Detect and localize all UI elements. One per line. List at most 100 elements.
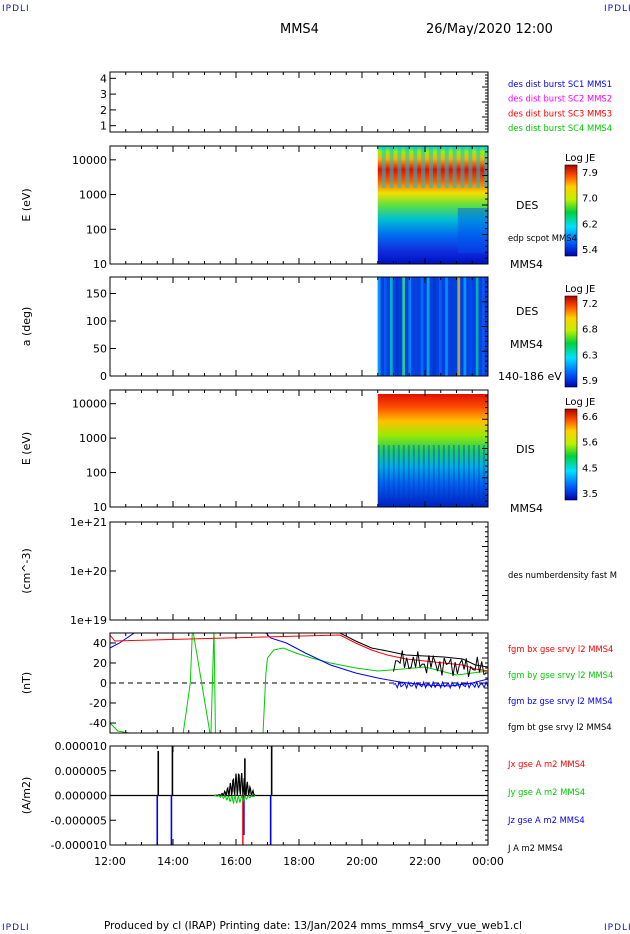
dis-energy-spectrogram-streak: [382, 445, 385, 507]
current-ytick-label: 0.000010: [55, 740, 108, 753]
plot-stack: 1 2 3 4 des dist burst SC1 MMS1 des dist burs…: [20, 71, 617, 868]
dis-energy-spectrogram-streak: [462, 445, 465, 507]
des-energy-colorbar-title: Log JE: [565, 153, 595, 164]
corner-label-top-left: IPDLI: [2, 4, 30, 14]
des-pitch-spectrogram-streak: [402, 277, 406, 376]
dis-energy-spectrogram-streak: [437, 445, 440, 507]
des-energy-colorbar-tick: 5.4: [582, 245, 598, 256]
availability-ytick-label: 1: [100, 120, 107, 133]
fgm-legend-entry: fgm bx gse srvy l2 MMS4: [508, 644, 613, 654]
des-pitch-ylabel: a (deg): [20, 307, 33, 347]
des-pitch-spectrogram-streak: [469, 277, 473, 376]
density-legend-entry: des numberdensity fast M: [508, 570, 617, 580]
current-activity-j: [213, 772, 256, 798]
fgm-ylabel: (nT): [20, 672, 33, 694]
des-energy-spectrogram-streak: [381, 146, 386, 188]
des-energy-spectrogram-streak: [413, 146, 418, 188]
des-pitch-spectrogram-streak: [390, 277, 393, 376]
des-pitch-spectrogram-streak: [439, 277, 442, 376]
current-ytick-label: -0.000005: [51, 814, 107, 827]
density-ylabel: (cm^-3): [20, 548, 33, 594]
dis-energy-spectrogram: [377, 394, 488, 507]
current-ytick-label: 0.000000: [55, 790, 108, 803]
des-energy-spectrogram-streak: [444, 146, 449, 188]
current-ytick-label: -0.000010: [51, 839, 107, 852]
x-axis-tick-label: 18:00: [283, 855, 315, 868]
des-energy-spectrogram-streak: [405, 146, 410, 188]
des-pitch-colorbar-tick: 5.9: [582, 376, 598, 387]
dis-energy-spectrogram-streak: [407, 445, 410, 507]
dis-energy-ytick-label: 1000: [79, 432, 107, 445]
des-energy-label-scpot: edp scpot MMS4: [508, 233, 577, 243]
dis-energy-spectrogram-streak: [447, 445, 450, 507]
fgm-ytick-label: -40: [89, 717, 107, 730]
des-energy-spectrogram-streak: [484, 146, 489, 188]
density-ytick-label: 1e+20: [70, 565, 107, 578]
des-pitch-spectrogram-streak: [432, 277, 436, 376]
dis-energy-ytick-label: 10000: [72, 398, 107, 411]
fgm-legend-entry: fgm by gse srvy l2 MMS4: [508, 670, 613, 680]
availability-legend-entry: des dist burst SC4 MMS4: [508, 123, 612, 133]
dis-energy-label-sc: MMS4: [510, 502, 543, 515]
des-energy-spectrogram-streak: [436, 146, 441, 188]
des-energy-ytick-label: 10000: [72, 154, 107, 167]
des-energy-spectrogram-streak: [421, 146, 426, 188]
des-energy-spectrogram-streak: [397, 146, 402, 188]
corner-label-top-right: IPDLI: [604, 4, 630, 14]
availability-ytick-label: 4: [100, 72, 107, 85]
des-pitch-ytick-label: 100: [86, 315, 107, 328]
current-legend-entry: Jx gse A m2 MMS4: [507, 759, 585, 769]
corner-label-bottom-right: IPDLI: [604, 923, 630, 933]
dis-energy-spectrogram-streak: [457, 445, 460, 507]
dis-energy-colorbar-tick: 5.6: [582, 438, 598, 449]
header-spacecraft: MMS4: [280, 22, 319, 37]
dis-energy-colorbar-tick: 3.5: [582, 489, 598, 500]
des-energy-colorbar: [564, 164, 578, 257]
des-energy-spectrogram-streak: [476, 146, 481, 188]
des-energy-spectrogram-streak: [468, 146, 473, 188]
des-energy-colorbar-tick: 7.9: [582, 168, 598, 179]
des-pitch-spectrogram-streak: [377, 277, 381, 376]
density-ytick-label: 1e+21: [70, 516, 107, 529]
des-pitch-spectrogram-streak: [451, 277, 455, 376]
dis-energy-colorbar-title: Log JE: [565, 397, 595, 408]
des-pitch-spectrogram-streak: [445, 277, 448, 376]
density-ytick-label: 1e+19: [70, 614, 107, 627]
des-pitch-spectrogram-streak: [414, 277, 418, 376]
fgm-bz-fluctuation: [393, 680, 488, 690]
des-pitch-ytick-label: 150: [86, 288, 107, 301]
dis-energy-spectrogram-streak: [397, 445, 400, 507]
current-ytick-label: 0.000005: [55, 765, 108, 778]
x-axis-tick-label: 14:00: [157, 855, 189, 868]
des-pitch-colorbar-tick: 6.8: [582, 325, 598, 336]
des-pitch-ytick-label: 0: [100, 370, 107, 383]
dis-energy-spectrogram-streak: [392, 445, 395, 507]
des-energy-ytick-label: 1000: [79, 189, 107, 202]
x-axis-tick-label: 12:00: [94, 855, 126, 868]
availability-ytick-label: 2: [100, 104, 107, 117]
dis-energy-ytick-label: 10: [93, 501, 107, 514]
dis-energy-spectrogram-streak: [417, 445, 420, 507]
des-pitch-spectrogram-streak: [396, 277, 399, 376]
current-legend-entry: J A m2 MMS4: [507, 843, 563, 853]
fgm-ytick-label: 20: [93, 657, 107, 670]
des-pitch-spectrogram-streak: [475, 277, 479, 376]
des-energy-label-sc: MMS4: [510, 258, 543, 271]
dis-energy-spectrogram-streak: [442, 445, 445, 507]
current-ylabel: (A/m2): [20, 777, 33, 815]
des-energy-colorbar-tick: 6.2: [582, 219, 598, 230]
availability-legend-entry: des dist burst SC3 MMS3: [508, 108, 612, 118]
dis-energy-spectrogram-streak: [377, 445, 380, 507]
des-pitch-colorbar-tick: 7.2: [582, 299, 598, 310]
dis-energy-colorbar-tick: 4.5: [582, 463, 598, 474]
dis-energy-spectrogram-streak: [452, 445, 455, 507]
dis-energy-label-instrument: DIS: [516, 443, 535, 456]
des-energy-spectrogram-streak: [457, 208, 488, 253]
current-legend-entry: Jz gse A m2 MMS4: [507, 815, 585, 825]
dis-energy-spectrogram-streak: [467, 445, 470, 507]
availability-frame: [109, 71, 489, 133]
x-axis-tick-label: 22:00: [409, 855, 441, 868]
dis-energy-spectrogram-streak: [427, 445, 430, 507]
dis-energy-spectrogram-streak: [477, 445, 480, 507]
availability-ytick-label: 3: [100, 88, 107, 101]
